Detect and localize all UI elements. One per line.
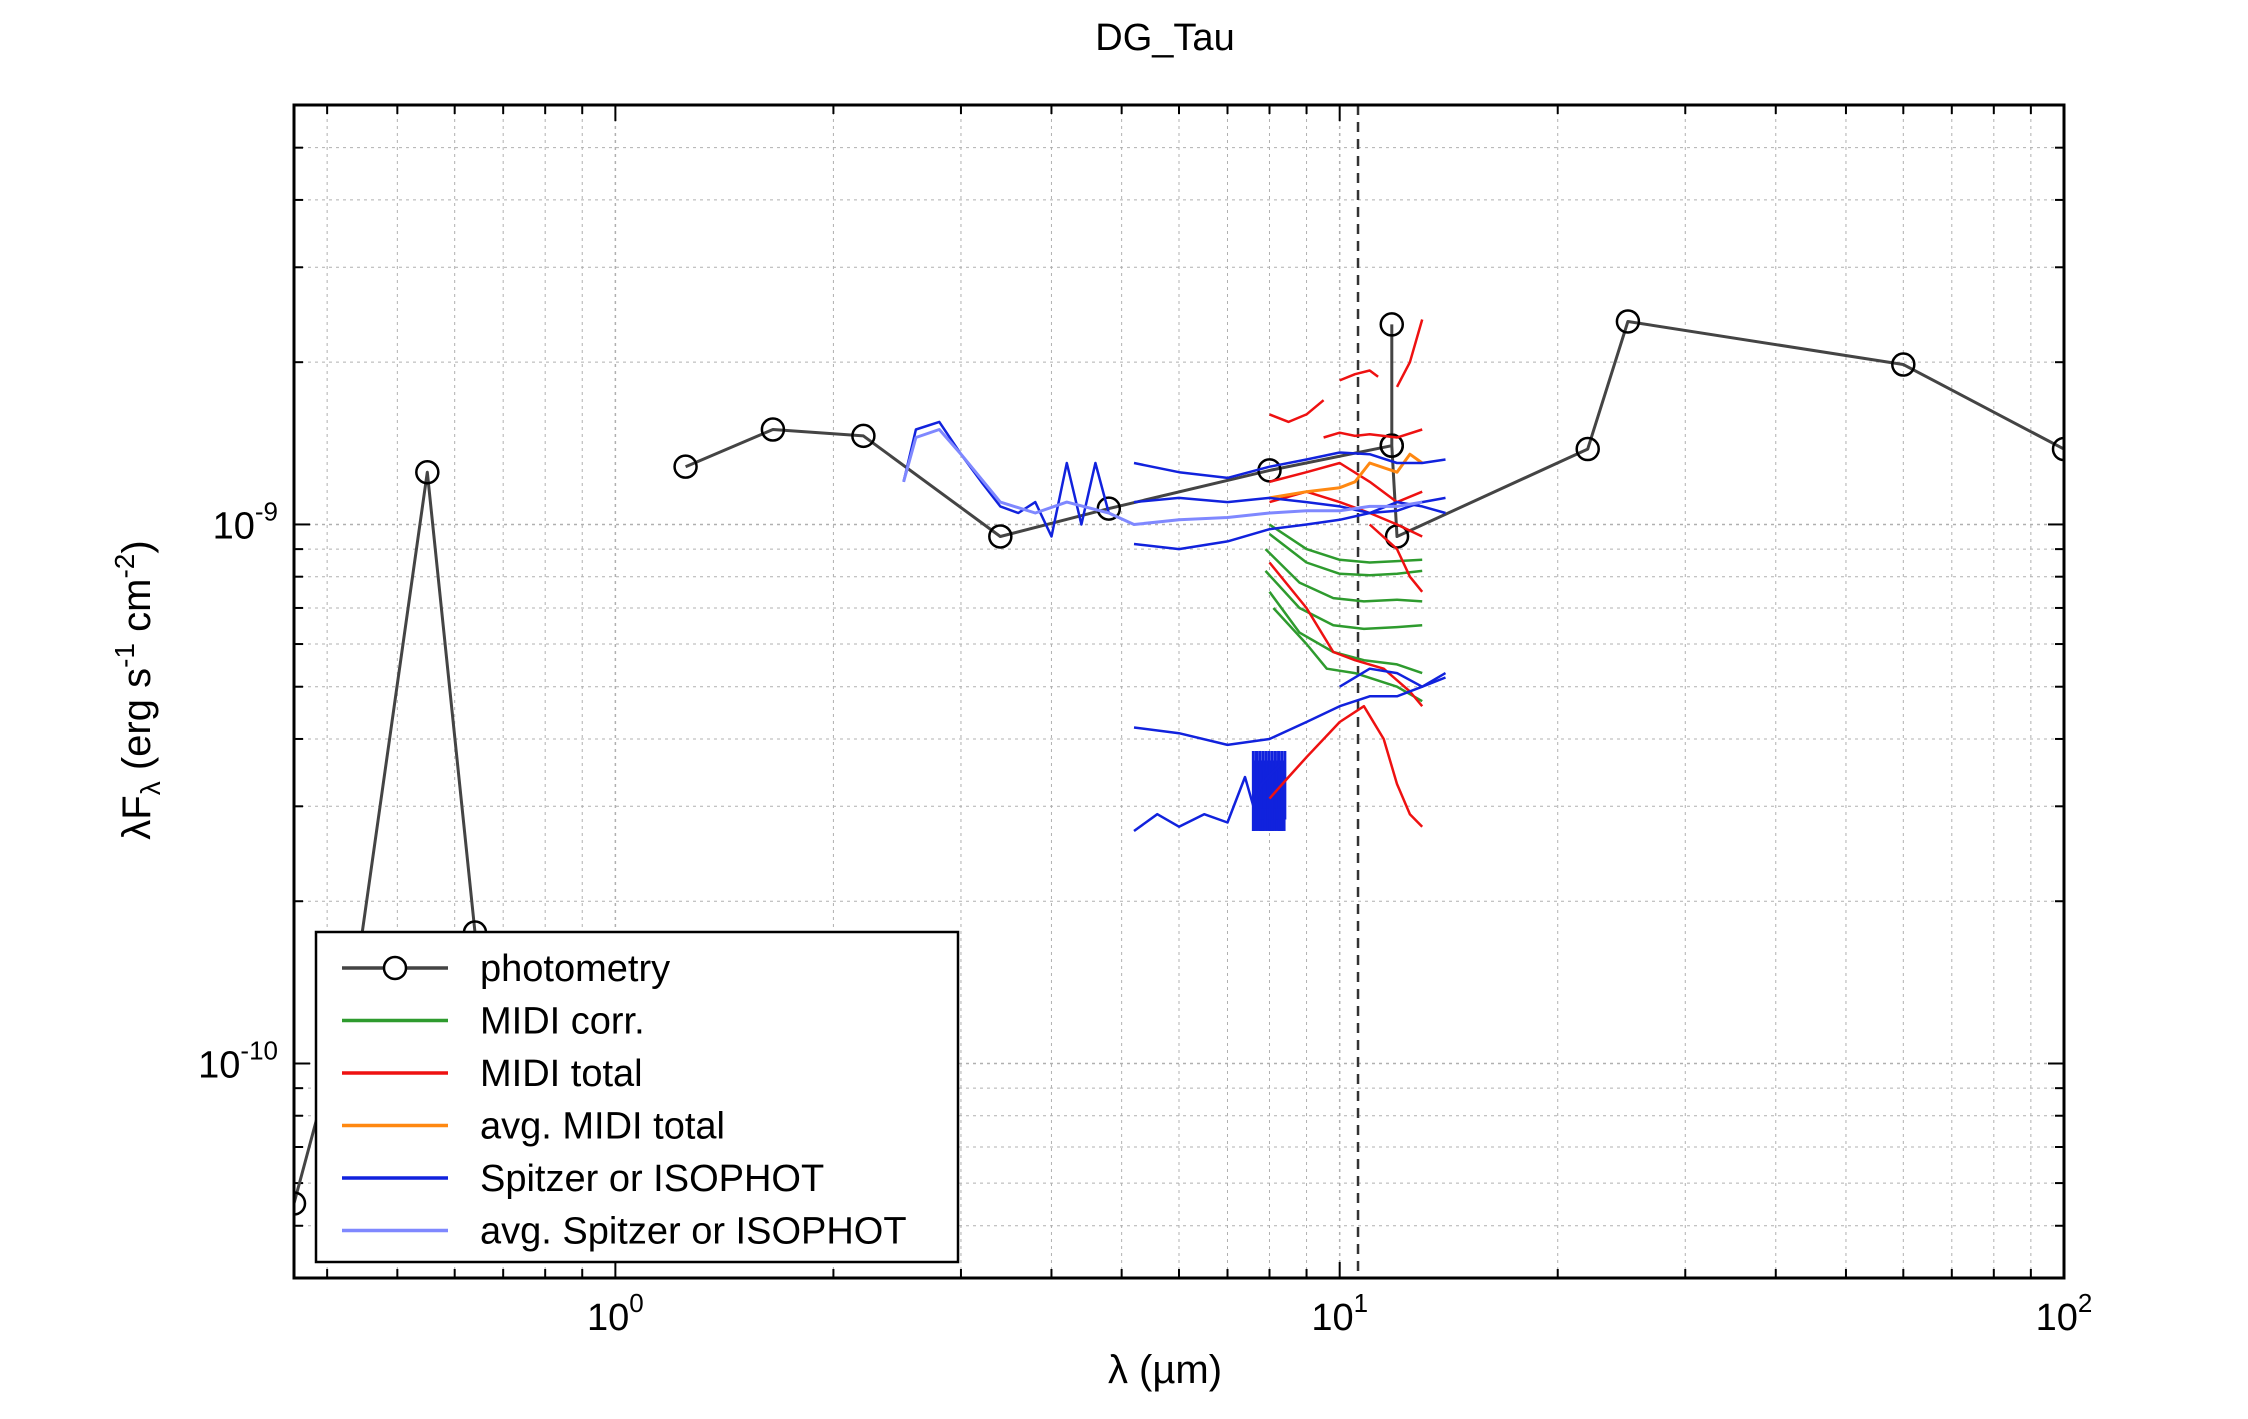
axes-frame — [292, 103, 2066, 1280]
photometry-point — [1575, 436, 1600, 462]
photometry-point — [1379, 312, 1405, 337]
y-tick-label: 10-10 — [198, 1035, 278, 1086]
legend-item-midi-total: MIDI total — [342, 1053, 643, 1095]
legend-label: avg. MIDI total — [480, 1106, 725, 1148]
legend-box — [314, 930, 960, 1264]
series-midi-total-12 — [1323, 428, 1423, 439]
legend-label: avg. Spitzer or ISOPHOT — [480, 1211, 907, 1253]
series-midi-corr-4 — [1268, 533, 1423, 577]
photometry-point — [1379, 433, 1405, 458]
y-tick-label: 10-9 — [213, 496, 278, 547]
series-midi-total-15 — [1268, 704, 1424, 828]
photometry-point — [673, 454, 698, 479]
x-axis-label: λ (µm) — [1108, 1348, 1222, 1392]
series-spitzer-or-isophot-25 — [1339, 667, 1446, 688]
series-midi-total-17 — [1368, 523, 1424, 593]
series-midi-total-10 — [1339, 369, 1379, 382]
series-spitzer-or-isophot-23 — [1133, 672, 1447, 747]
series-photometry-2 — [1390, 320, 2064, 538]
legend-item-avg-spitzer-or-isophot: avg. Spitzer or ISOPHOT — [342, 1211, 907, 1253]
photometry-point — [1615, 309, 1641, 334]
y-tick-labels: 10-10 10-9 — [198, 496, 278, 1086]
legend: photometry MIDI corr. MIDI total avg. MIDI … — [314, 930, 960, 1264]
photometry-point — [2051, 436, 2064, 462]
photometry-point — [988, 524, 1013, 549]
axes-box — [292, 103, 2066, 1280]
chart-title: DG_Tau — [1095, 17, 1234, 59]
series-avg-spitzer-or-isophot-26 — [902, 428, 1423, 526]
y-axis-label: λFλ (erg s-1 cm-2) — [109, 540, 166, 839]
plot-area — [294, 309, 2064, 1216]
photometry-point — [851, 423, 876, 449]
series-midi-corr-7 — [1268, 591, 1423, 675]
photometry-point — [415, 459, 440, 485]
photometry-point — [760, 417, 786, 442]
legend-item-spitzer-or-isophot: Spitzer or ISOPHOT — [342, 1158, 824, 1200]
x-tick-label: 101 — [1311, 1288, 1368, 1339]
series-midi-corr-5 — [1264, 548, 1423, 603]
legend-label: Spitzer or ISOPHOT — [480, 1158, 824, 1200]
series-midi-corr-6 — [1264, 570, 1423, 631]
series-midi-total-13 — [1269, 461, 1423, 504]
legend-label: photometry — [480, 948, 670, 990]
series-midi-total-11 — [1395, 319, 1424, 388]
legend-item-avg-midi-total: avg. MIDI total — [342, 1106, 725, 1148]
series-midi-total-16 — [1268, 561, 1424, 708]
series-spitzer-or-isophot-19 — [902, 420, 1111, 538]
series-spitzer-or-isophot-20 — [1133, 451, 1446, 480]
photometry-point — [1891, 352, 1916, 377]
x-tick-label: 102 — [2036, 1288, 2093, 1339]
series-spitzer-or-isophot-21 — [1133, 496, 1446, 515]
x-tick-label: 100 — [587, 1288, 644, 1339]
series-midi-total-9 — [1269, 399, 1325, 424]
noise-band — [1251, 750, 1287, 831]
series-avg-midi-total-18 — [1269, 452, 1424, 500]
legend-item-midi-corr: MIDI corr. — [342, 1001, 645, 1043]
legend-label: MIDI total — [480, 1053, 643, 1095]
photometry-point — [294, 1191, 307, 1216]
svg-text:λFλ (erg s-1 cm-2): λFλ (erg s-1 cm-2) — [109, 540, 166, 839]
legend-label: MIDI corr. — [480, 1001, 645, 1043]
series-spitzer-or-isophot-24 — [1133, 762, 1283, 833]
series-midi-total-14 — [1269, 490, 1423, 538]
legend-marker — [382, 955, 408, 981]
x-tick-labels: 100 101 102 — [587, 1288, 2092, 1339]
legend-item-photometry: photometry — [342, 948, 670, 990]
series-photometry-1 — [685, 428, 1393, 538]
series-midi-corr-8 — [1272, 607, 1423, 703]
